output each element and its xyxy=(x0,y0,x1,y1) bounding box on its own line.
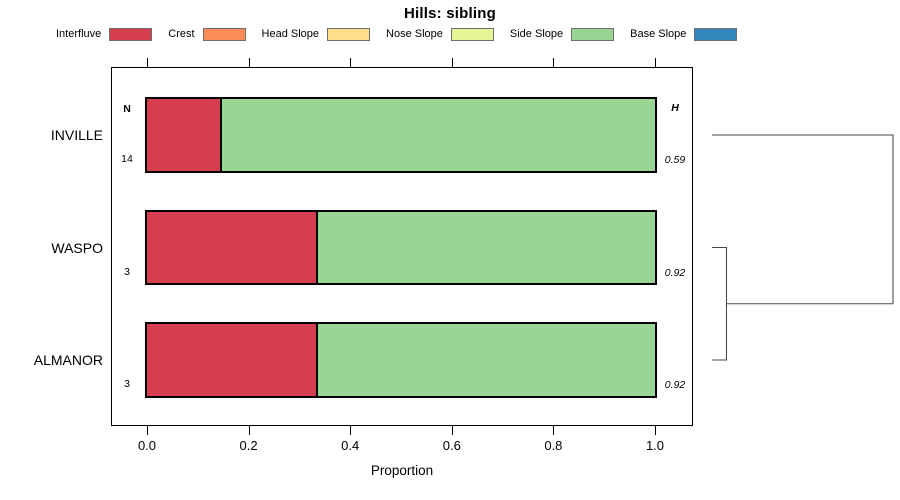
x-tick-label: 0.2 xyxy=(239,438,258,453)
legend-swatch-nose-slope xyxy=(450,27,494,41)
x-tick-bottom xyxy=(451,426,453,435)
x-tick-top xyxy=(553,58,555,67)
x-axis-label: Proportion xyxy=(370,463,434,478)
bar-segment-side-slope xyxy=(316,324,655,396)
legend-label: Head Slope xyxy=(261,28,320,40)
legend-label: Base Slope xyxy=(630,28,687,40)
legend-swatch-interfluve xyxy=(109,27,153,41)
x-tick-bottom xyxy=(147,426,148,435)
row-label-almanor: ALMANOR xyxy=(33,352,103,368)
legend-item: Side Slope xyxy=(509,27,615,41)
legend-label: Nose Slope xyxy=(386,28,443,40)
legend-swatch-head-slope xyxy=(327,27,371,41)
legend-label: Interfluve xyxy=(56,28,102,40)
legend-item: Crest xyxy=(168,27,246,41)
bar-segment-interfluve xyxy=(147,212,317,283)
bar-row-almanor: 3 0.92 xyxy=(112,322,692,398)
n-column-header: N xyxy=(123,103,131,115)
x-tick-bottom xyxy=(655,426,656,435)
h-value: 0.92 xyxy=(664,379,686,391)
x-tick-top xyxy=(655,58,656,67)
x-tick-bottom xyxy=(248,426,250,435)
bar-row-waspo: 3 0.92 xyxy=(112,210,692,285)
legend-item: Base Slope xyxy=(630,27,738,41)
legend-item: Nose Slope xyxy=(386,27,494,41)
legend-item: Interfluve xyxy=(56,27,153,41)
chart-title: Hills: sibling xyxy=(404,5,496,22)
dendrogram-path xyxy=(712,134,894,361)
bar-segment-side-slope xyxy=(316,212,655,283)
n-value: 3 xyxy=(124,378,130,390)
x-tick-label: 0.4 xyxy=(341,438,360,453)
legend-label: Side Slope xyxy=(509,28,564,40)
n-value: 14 xyxy=(121,153,133,165)
legend-swatch-side-slope xyxy=(571,27,615,41)
h-column-header: H xyxy=(671,102,679,114)
x-tick-bottom xyxy=(553,426,555,435)
bar-row-inville: N H 14 0.59 xyxy=(112,97,692,173)
x-tick-top xyxy=(350,58,352,67)
legend: Interfluve Crest Head Slope Nose Slope S… xyxy=(56,27,738,41)
legend-swatch-crest xyxy=(202,27,246,41)
n-value: 3 xyxy=(124,266,130,278)
x-tick-label: 0.6 xyxy=(442,438,461,453)
stacked-bar-almanor xyxy=(145,322,657,398)
x-tick-label: 1.0 xyxy=(645,438,665,453)
plot-area: N H 14 0.59 3 0.92 3 0.92 0.0 0.2 0.4 0.6 0.… xyxy=(111,58,693,453)
row-label-inville: INVILLE xyxy=(50,127,103,143)
stacked-bar-waspo xyxy=(145,210,657,285)
h-value: 0.59 xyxy=(664,154,686,166)
x-tick-label: 0.0 xyxy=(137,438,157,453)
legend-label: Crest xyxy=(168,28,195,40)
legend-item: Head Slope xyxy=(261,27,371,41)
bar-segment-interfluve xyxy=(147,324,317,396)
legend-swatch-base-slope xyxy=(694,27,738,41)
x-tick-top xyxy=(147,58,148,67)
stacked-bar-inville xyxy=(145,97,657,173)
bar-segment-interfluve xyxy=(147,99,220,171)
x-tick-label: 0.8 xyxy=(544,438,563,453)
x-tick-top xyxy=(451,58,453,67)
x-tick-bottom xyxy=(350,426,352,435)
h-value: 0.92 xyxy=(664,267,686,279)
x-tick-top xyxy=(248,58,250,67)
bar-segment-side-slope xyxy=(219,99,655,171)
row-label-waspo: WASPO xyxy=(51,240,103,256)
